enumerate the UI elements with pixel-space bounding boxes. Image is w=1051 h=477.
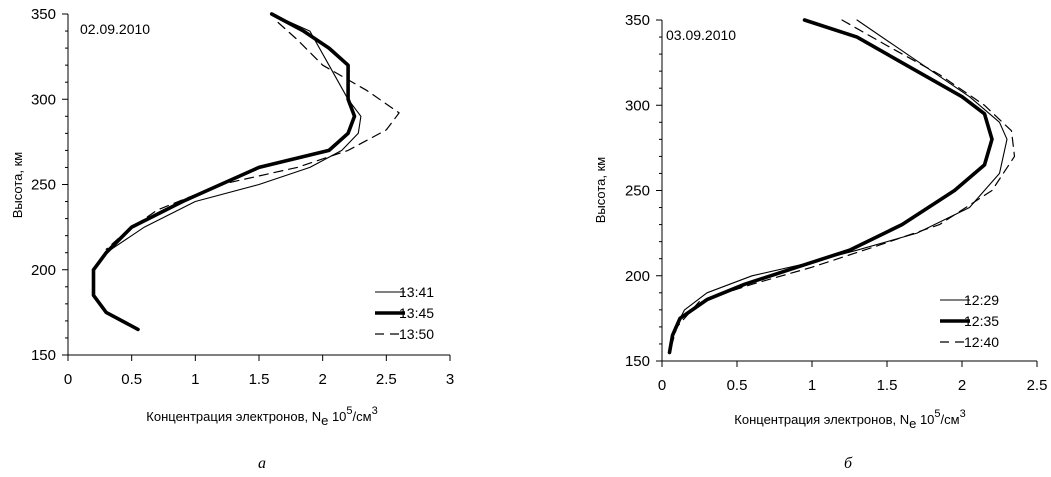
legend-label: 13:41 (399, 284, 434, 300)
legend-label: 13:45 (399, 305, 434, 321)
y-tick-label: 300 (625, 97, 650, 114)
y-tick-label: 200 (31, 262, 56, 279)
x-tick-label: 0.5 (727, 377, 748, 394)
legend-label: 12:40 (964, 334, 999, 350)
y-tick-label: 150 (31, 347, 56, 364)
ylabel-left: Высота, км (10, 152, 25, 219)
xlabel-left: Концентрация электронов, Ne 105/см3 (146, 405, 377, 428)
y-tick-label: 250 (625, 183, 650, 200)
x-tick-label: 3 (446, 371, 454, 388)
x-tick-label: 0.5 (121, 371, 142, 388)
x-tick-label: 1 (808, 377, 816, 394)
series-line-13-41 (92, 13, 362, 330)
caption-right: б (844, 455, 853, 472)
caption-left: а (258, 455, 266, 472)
series-line-13-50 (105, 21, 400, 250)
x-tick-label: 2.5 (1027, 377, 1048, 394)
y-tick-label: 150 (625, 353, 650, 370)
date-label-right: 03.09.2010 (666, 27, 736, 43)
xlabel-right: Концентрация электронов, Ne 105/см3 (734, 408, 965, 431)
chart-right: Высота, км 03.09.2010 Концентрация элект… (593, 12, 1047, 472)
x-tick-label: 2.5 (376, 371, 397, 388)
series-line-12-35 (667, 18, 994, 355)
legend-label: 12:29 (964, 292, 999, 308)
ylabel-right: Высота, км (593, 157, 608, 224)
y-tick-label: 300 (31, 91, 56, 108)
chart-left: Высота, км 02.09.2010 Концентрация элект… (10, 6, 454, 472)
x-tick-label: 1.5 (877, 377, 898, 394)
date-label-left: 02.09.2010 (80, 21, 150, 37)
x-tick-label: 2 (318, 371, 326, 388)
series-line-12-29 (668, 19, 1008, 354)
legend-label: 13:50 (399, 326, 434, 342)
x-tick-label: 0 (64, 371, 72, 388)
x-tick-label: 0 (658, 377, 666, 394)
x-tick-label: 2 (958, 377, 966, 394)
y-tick-label: 350 (31, 6, 56, 23)
x-tick-label: 1 (191, 371, 199, 388)
x-tick-label: 1.5 (249, 371, 270, 388)
y-tick-label: 250 (31, 177, 56, 194)
y-tick-label: 350 (625, 12, 650, 29)
series-line-12-40 (668, 19, 1016, 354)
legend-label: 12:35 (964, 313, 999, 329)
series-line-13-45 (91, 12, 357, 332)
y-tick-label: 200 (625, 268, 650, 285)
